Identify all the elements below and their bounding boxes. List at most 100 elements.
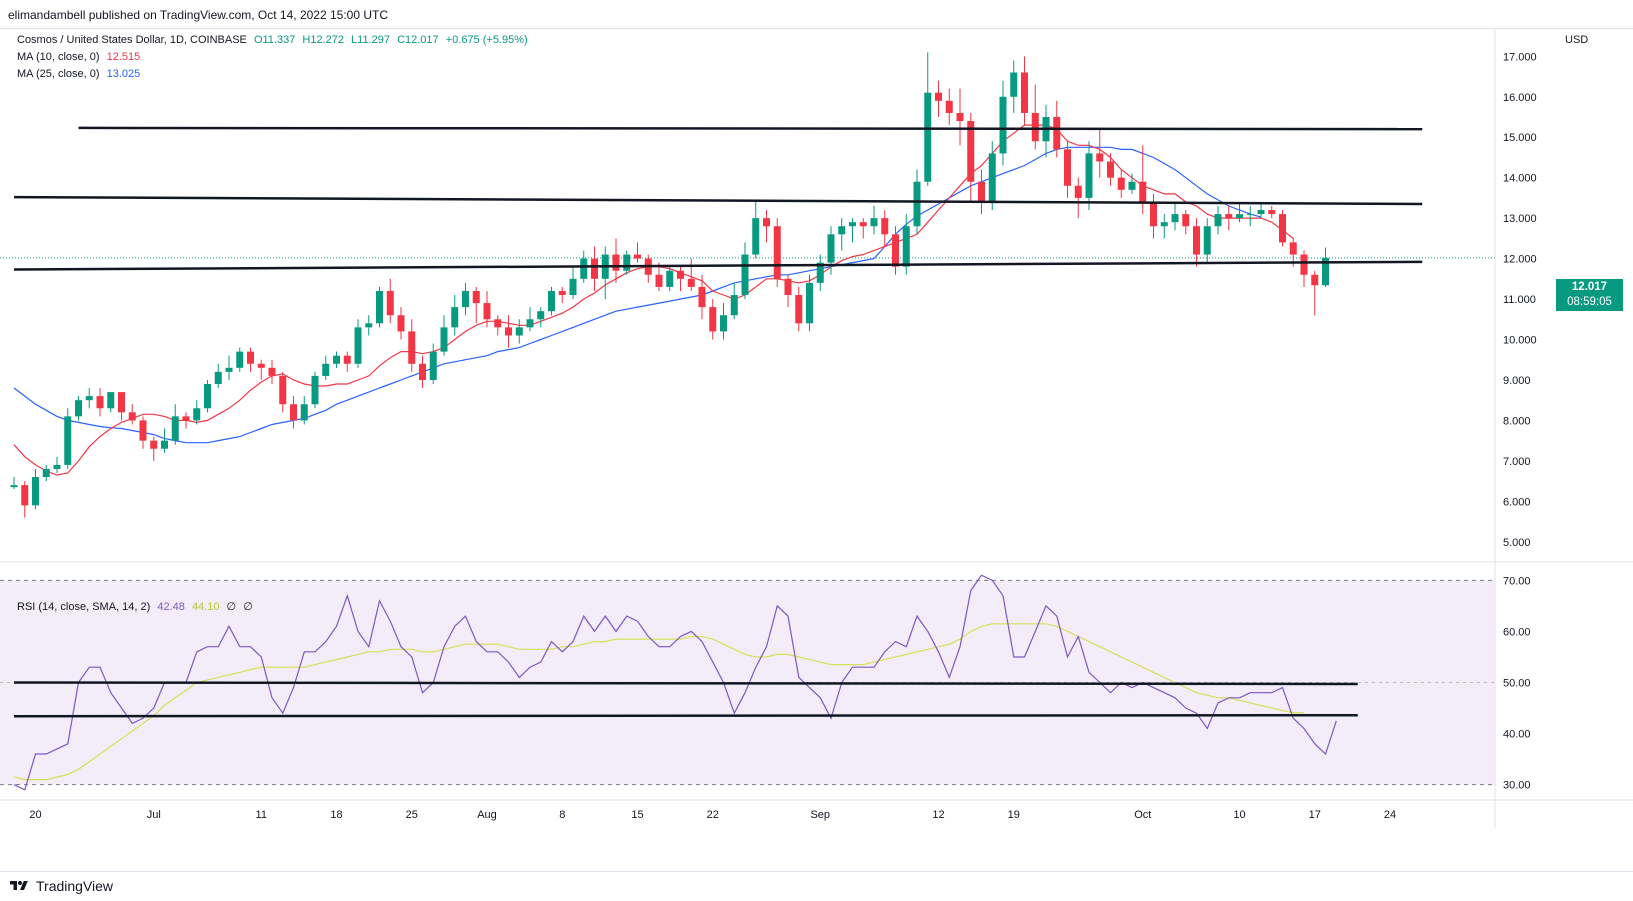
price-tick-label: 11.000 (1503, 294, 1536, 306)
candle-up (730, 295, 738, 316)
candle-down (1182, 214, 1190, 227)
candle-up (526, 319, 534, 328)
candle-down (655, 274, 663, 287)
candle-down (956, 112, 964, 122)
price-tick-label: 8.000 (1503, 415, 1531, 427)
rsi-legend[interactable]: RSI (14, close, SMA, 14, 2) 42.48 44.10 … (17, 600, 257, 613)
candle-up (806, 282, 813, 324)
symbol-legend: Cosmos / United States Dollar, 1D, COINB… (17, 34, 532, 46)
currency-label[interactable]: USD (1565, 34, 1589, 46)
candle-up (1203, 226, 1211, 255)
ma25-label: MA (25, close, 0) (17, 68, 100, 80)
time-tick-label: 10 (1233, 809, 1245, 821)
candle-down (763, 218, 770, 227)
ma25-line (13, 146, 1262, 444)
ohlc-low: L11.297 (351, 34, 390, 46)
ma10-label: MA (10, close, 0) (17, 51, 100, 63)
candle-up (311, 375, 319, 405)
rsi-tick-label: 70.00 (1503, 575, 1531, 587)
ma25-legend[interactable]: MA (25, close, 0) 13.025 (17, 68, 144, 80)
candle-up (354, 327, 362, 364)
candle-down (1300, 254, 1308, 275)
ma10-legend[interactable]: MA (10, close, 0) 12.515 (17, 51, 144, 63)
candle-down (773, 226, 781, 279)
candle-down (709, 307, 717, 332)
rsi-tick-label: 30.00 (1503, 780, 1531, 792)
candle-down (118, 392, 125, 413)
candle-up (816, 262, 824, 283)
rsi-line (13, 574, 1337, 791)
candle-down (677, 270, 684, 279)
candle-up (107, 392, 115, 409)
candle-down (397, 315, 405, 332)
candle-up (204, 384, 211, 409)
candle-up (1246, 214, 1254, 216)
footer-brand[interactable]: TradingView (8, 878, 113, 894)
rsi-extra-2: ∅ (243, 601, 253, 613)
support-lower (13, 260, 1423, 271)
price-tick-label: 13.000 (1503, 213, 1537, 225)
candle-down (795, 295, 803, 324)
candle-down (96, 396, 104, 409)
candle-up (838, 226, 846, 235)
price-tick-label: 6.000 (1503, 496, 1531, 508)
publisher-line: elimandambell published on TradingView.c… (8, 8, 388, 22)
candle-up (376, 290, 383, 324)
candle-up (42, 468, 50, 478)
candle-down (268, 367, 276, 376)
rsi-value: 42.48 (157, 601, 185, 613)
resistance-middle (13, 195, 1423, 206)
ohlc-close: C12.017 (397, 34, 439, 46)
price-tick-label: 7.000 (1503, 456, 1531, 468)
time-tick-label: Oct (1134, 809, 1151, 821)
current-price-label: 12.017 08:59:05 (1556, 279, 1623, 311)
candle-down (1311, 274, 1319, 286)
candle-up (1085, 153, 1093, 198)
candle-down (257, 363, 265, 368)
rsi-tick-label: 50.00 (1503, 678, 1531, 690)
candle-down (1117, 177, 1125, 190)
candle-up (988, 153, 996, 202)
candle-down (139, 420, 147, 441)
time-tick-label: 12 (932, 809, 944, 821)
candle-up (1214, 214, 1222, 227)
candle-up (429, 351, 437, 380)
candle-down (1289, 242, 1297, 255)
candle-up (32, 477, 39, 506)
candle-down (483, 303, 491, 320)
candle-up (1236, 214, 1243, 219)
time-tick-label: 15 (631, 809, 643, 821)
symbol-name[interactable]: Cosmos / United States Dollar, 1D, COINB… (17, 34, 247, 46)
candle-down (1150, 201, 1157, 227)
candle-up (53, 464, 61, 469)
candle-up (64, 416, 72, 465)
candle-up (849, 222, 856, 227)
ma25-value: 13.025 (106, 68, 141, 80)
candle-down (494, 319, 502, 328)
time-tick-label: 22 (707, 809, 719, 821)
time-tick-label: 19 (1008, 809, 1020, 821)
candle-up (85, 396, 93, 401)
candle-up (225, 367, 233, 372)
candle-up (365, 323, 373, 328)
candle-up (300, 404, 308, 421)
candle-down (935, 92, 942, 101)
candle-up (75, 400, 82, 417)
tradingview-logo-icon (10, 881, 28, 890)
time-tick-label: Jul (147, 809, 161, 821)
candle-up (161, 440, 168, 449)
candle-up (623, 254, 631, 271)
time-tick-label: 20 (29, 809, 41, 821)
candle-down (1193, 226, 1200, 255)
price-tick-label: 17.000 (1503, 51, 1537, 63)
candle-down (182, 416, 190, 421)
candle-up (1160, 222, 1168, 227)
candle-down (290, 404, 297, 421)
candle-up (902, 226, 910, 267)
rsi-tick-label: 60.00 (1503, 626, 1531, 638)
candle-down (784, 278, 792, 295)
current-price-value: 12.017 (1571, 281, 1608, 293)
candle-down (1074, 185, 1082, 198)
candle-down (472, 290, 480, 304)
